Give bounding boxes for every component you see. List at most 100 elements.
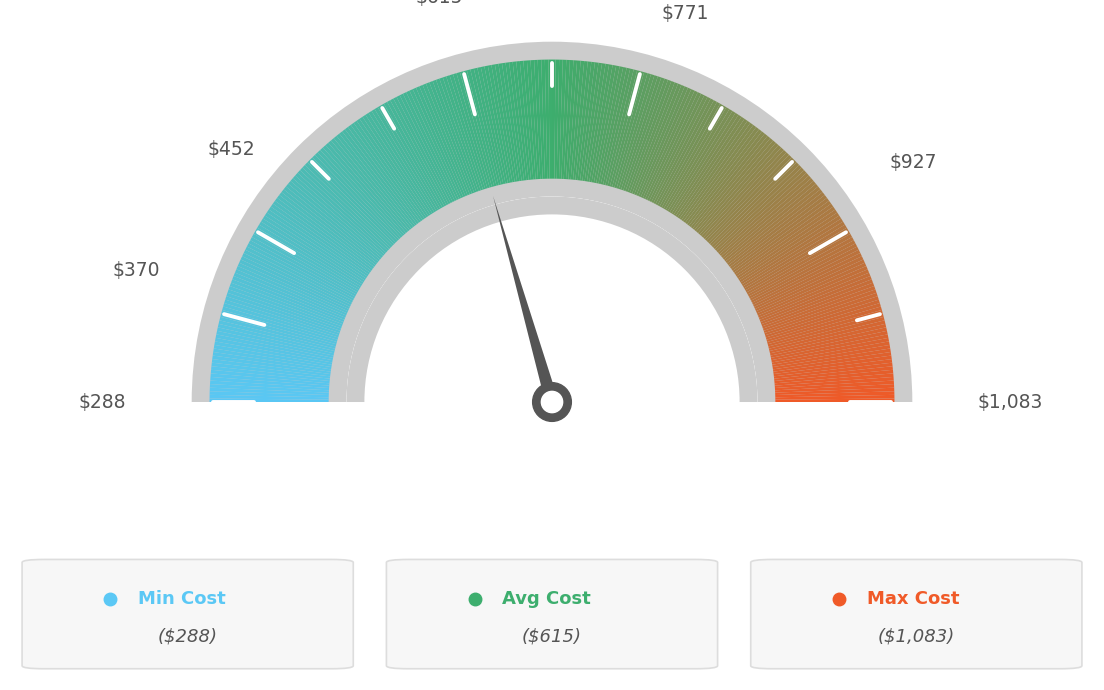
Wedge shape <box>531 60 540 179</box>
Polygon shape <box>493 196 559 404</box>
Wedge shape <box>697 141 776 233</box>
Wedge shape <box>348 125 421 223</box>
Wedge shape <box>762 286 875 328</box>
Wedge shape <box>630 81 675 193</box>
Wedge shape <box>689 131 765 227</box>
Wedge shape <box>767 310 883 344</box>
Wedge shape <box>575 61 592 180</box>
Wedge shape <box>740 215 841 282</box>
Wedge shape <box>282 189 376 265</box>
Wedge shape <box>259 221 362 286</box>
Wedge shape <box>761 279 873 324</box>
Wedge shape <box>764 293 878 333</box>
Wedge shape <box>491 64 514 182</box>
Wedge shape <box>446 75 486 190</box>
Wedge shape <box>549 59 552 179</box>
Text: Avg Cost: Avg Cost <box>502 590 591 608</box>
Wedge shape <box>742 221 845 286</box>
Wedge shape <box>773 355 892 374</box>
Wedge shape <box>746 234 852 295</box>
Wedge shape <box>312 155 397 242</box>
Wedge shape <box>752 250 860 305</box>
Wedge shape <box>351 123 423 221</box>
Wedge shape <box>668 109 732 213</box>
Wedge shape <box>692 136 771 230</box>
Wedge shape <box>728 189 822 265</box>
Wedge shape <box>406 90 459 200</box>
Wedge shape <box>470 68 501 185</box>
Wedge shape <box>538 60 545 179</box>
Wedge shape <box>775 391 894 397</box>
Wedge shape <box>400 94 455 202</box>
Wedge shape <box>297 170 388 253</box>
Text: $771: $771 <box>661 3 709 23</box>
Wedge shape <box>772 342 890 365</box>
Wedge shape <box>481 66 508 184</box>
Wedge shape <box>590 64 613 182</box>
Wedge shape <box>212 355 331 374</box>
Wedge shape <box>598 67 627 184</box>
Wedge shape <box>337 134 413 228</box>
Wedge shape <box>221 310 337 344</box>
Wedge shape <box>681 123 753 221</box>
Wedge shape <box>545 59 550 179</box>
Wedge shape <box>224 299 339 337</box>
Wedge shape <box>730 195 827 269</box>
Circle shape <box>532 383 572 422</box>
Wedge shape <box>255 228 360 290</box>
Wedge shape <box>636 85 684 196</box>
Wedge shape <box>235 269 347 317</box>
Wedge shape <box>279 192 375 267</box>
Wedge shape <box>192 41 912 402</box>
Wedge shape <box>221 313 337 346</box>
Wedge shape <box>640 88 691 198</box>
Wedge shape <box>413 88 464 198</box>
Wedge shape <box>290 178 383 258</box>
Text: $1,083: $1,083 <box>978 393 1043 411</box>
Wedge shape <box>212 359 330 376</box>
Wedge shape <box>577 62 595 180</box>
Wedge shape <box>229 286 342 328</box>
Wedge shape <box>587 63 609 181</box>
Wedge shape <box>647 92 701 201</box>
Wedge shape <box>252 234 358 295</box>
Wedge shape <box>723 181 816 259</box>
Wedge shape <box>300 168 390 251</box>
Wedge shape <box>217 324 335 353</box>
Wedge shape <box>712 162 799 248</box>
Text: Min Cost: Min Cost <box>138 590 225 608</box>
Wedge shape <box>268 206 369 277</box>
Wedge shape <box>365 113 433 215</box>
Wedge shape <box>295 173 386 255</box>
Wedge shape <box>210 388 329 395</box>
Wedge shape <box>601 68 630 184</box>
Wedge shape <box>561 60 570 179</box>
Wedge shape <box>710 160 797 246</box>
Wedge shape <box>739 213 839 280</box>
Wedge shape <box>456 72 492 188</box>
Wedge shape <box>771 335 889 360</box>
Wedge shape <box>374 107 438 211</box>
Wedge shape <box>751 246 859 303</box>
Text: $452: $452 <box>208 140 255 159</box>
Wedge shape <box>381 104 443 208</box>
Wedge shape <box>760 276 872 322</box>
Wedge shape <box>643 89 694 199</box>
Wedge shape <box>687 129 762 226</box>
Wedge shape <box>520 61 533 179</box>
Bar <box>192 402 912 566</box>
Wedge shape <box>333 136 412 230</box>
Wedge shape <box>227 289 341 331</box>
Wedge shape <box>248 240 355 299</box>
Wedge shape <box>564 60 573 179</box>
Wedge shape <box>467 70 499 186</box>
Wedge shape <box>436 79 478 192</box>
Wedge shape <box>605 70 637 186</box>
Wedge shape <box>275 198 373 270</box>
Wedge shape <box>344 127 418 224</box>
Wedge shape <box>527 60 538 179</box>
Wedge shape <box>236 266 347 315</box>
Wedge shape <box>616 74 655 189</box>
Wedge shape <box>673 115 742 216</box>
Wedge shape <box>210 384 329 393</box>
